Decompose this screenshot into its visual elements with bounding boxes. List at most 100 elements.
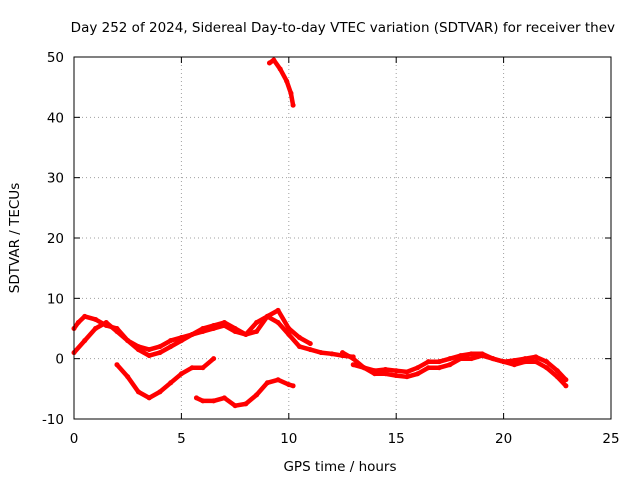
data-point [232,326,238,331]
data-point [189,332,195,338]
data-point [157,344,163,350]
data-point [168,380,174,386]
series-trace-7 [350,353,569,389]
data-point [382,371,388,377]
data-point [544,365,550,371]
data-point [211,398,217,404]
data-point [277,66,283,72]
data-point [92,316,98,322]
data-point [168,344,174,350]
x-tick-label: 10 [280,431,297,447]
series-trace-2 [71,313,356,360]
y-axis-label: SDTVAR / TECUs [7,183,23,293]
data-point [563,377,569,383]
data-point [75,319,81,325]
data-point [329,351,335,357]
data-point [563,383,569,389]
data-point [511,362,517,368]
data-point [350,356,356,362]
data-point [254,329,260,335]
data-point [157,389,163,395]
data-point [189,365,195,371]
data-point [297,344,303,350]
data-point [232,403,238,409]
data-point [193,395,199,401]
data-point [511,357,517,363]
data-point [135,347,141,353]
data-point [275,377,281,383]
x-tick-label: 25 [602,431,619,447]
data-point [307,341,313,347]
data-point [425,365,431,371]
data-point [361,365,367,371]
grid-lines [74,57,611,419]
axis-ticks: 0 5 10 15 20 25 -10 0 10 20 30 40 50 [42,50,620,447]
data-point [554,374,560,380]
y-tick-label: -10 [42,412,64,428]
data-point [468,356,474,362]
data-point [243,332,249,338]
data-point [125,338,131,344]
data-point [447,356,453,362]
data-point [264,313,270,319]
data-point [114,362,120,368]
data-point [436,359,442,365]
data-point [200,365,206,371]
data-point [284,78,290,84]
data-point [372,371,378,377]
data-point [286,382,292,388]
y-tick-label: 30 [47,171,64,187]
data-point [297,335,303,341]
data-point [425,359,431,365]
x-tick-label: 0 [70,431,79,447]
y-tick-label: 40 [47,110,64,126]
data-point [275,319,281,325]
data-series-layer [71,57,569,409]
data-point [479,353,485,359]
data-point [522,359,528,365]
data-point [168,338,174,344]
data-point [266,60,272,66]
data-point [554,368,560,374]
data-point [275,307,281,313]
data-point [393,368,399,374]
data-point [221,395,227,401]
series-line [267,57,296,108]
x-tick-label: 5 [177,431,186,447]
data-point [200,326,206,331]
data-point [286,326,292,331]
data-point [178,371,184,377]
series-trace-6 [340,350,569,383]
data-point [135,389,141,395]
data-point [501,359,507,365]
data-point [288,90,294,96]
data-point [533,354,539,360]
data-point [340,350,345,356]
data-point [290,102,296,108]
series-trace-4 [114,356,217,401]
data-point [103,319,109,325]
series-line [114,356,216,401]
x-tick-label: 20 [495,431,512,447]
y-tick-label: 0 [55,352,64,368]
data-point [92,326,98,331]
data-point [254,392,260,398]
data-point [447,362,453,368]
data-point [286,332,292,338]
data-point [178,338,184,344]
y-tick-label: 10 [47,291,64,307]
series-line [340,350,569,383]
data-point [264,380,270,386]
data-point [458,356,464,362]
data-point [393,373,399,379]
data-point [211,322,217,328]
series-trace-3 [71,307,313,359]
data-point [82,313,88,319]
data-point [533,359,539,365]
data-point [271,57,277,63]
data-point [404,374,410,380]
data-point [318,350,324,356]
data-point [146,395,152,401]
data-point [146,353,152,359]
data-point [415,365,421,371]
